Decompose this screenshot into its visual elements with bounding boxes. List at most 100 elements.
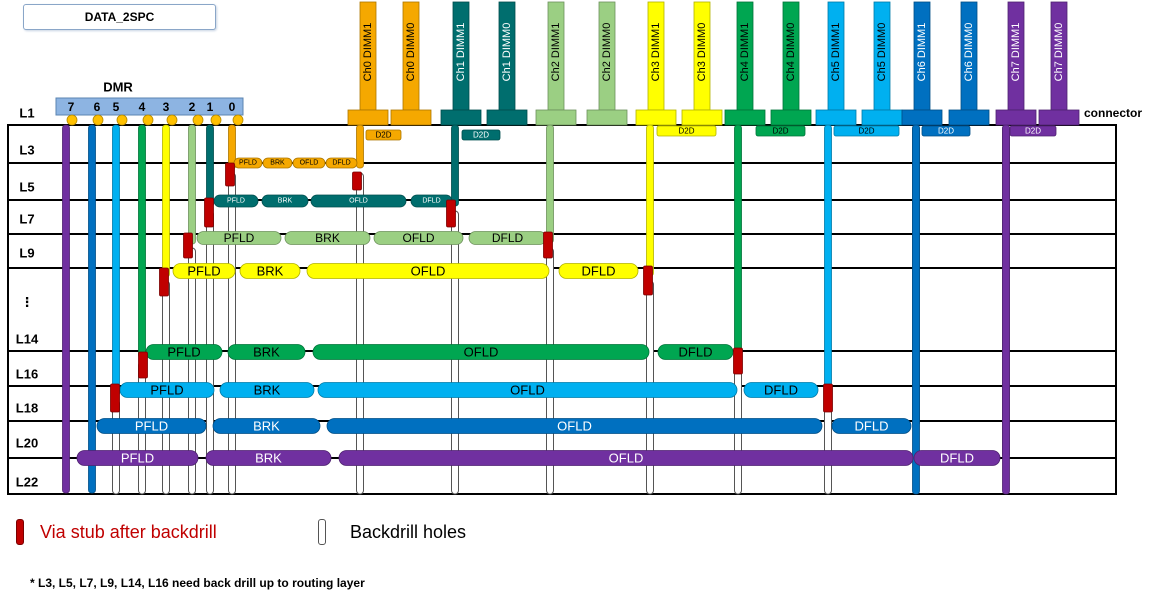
segment-label-brk: BRK: [270, 160, 285, 167]
ch4-d2d-label: D2D: [772, 127, 788, 136]
dimm-signal-via: [646, 124, 654, 277]
ch1-dimm0-footprint: [486, 109, 528, 126]
dmr-pin-number: 7: [68, 100, 75, 114]
channel-4-connector: Ch4 DIMM1 Ch4 DIMM0 D2D: [724, 1, 812, 137]
dmr-signal-via: [62, 124, 70, 494]
layer-label: L20: [16, 436, 38, 451]
segment-label-dfld: DFLD: [422, 198, 440, 205]
trace-segment-pfld: [96, 418, 207, 434]
dmr-pin-number: 6: [94, 100, 101, 114]
ch5-d2d-label: D2D: [858, 127, 874, 136]
via-stub: [110, 383, 120, 413]
dmr-pin-number: 2: [189, 100, 196, 114]
layer-label: L3: [19, 143, 34, 158]
segment-label-brk: BRK: [253, 419, 280, 434]
segment-label-ofld: OFLD: [411, 264, 446, 279]
dimm-signal-via: [356, 124, 364, 169]
trace-segment-ofld: [373, 231, 464, 245]
ch6-dimm1-label: Ch6 DIMM1: [916, 23, 928, 82]
footnote: * L3, L5, L7, L9, L14, L16 need back dri…: [30, 576, 365, 590]
trace-segment-pfld: [196, 231, 282, 245]
segment-label-brk: BRK: [255, 451, 282, 466]
trace-segment-dfld: [325, 157, 358, 169]
layer-label: L22: [16, 475, 38, 490]
segment-label-dfld: DFLD: [940, 451, 974, 466]
dmr-box: [55, 97, 244, 116]
ch1-dimm1-label: Ch1 DIMM1: [455, 23, 467, 82]
ch4-d2d-segment: [755, 125, 806, 137]
dmr-pin-ball: [166, 114, 178, 126]
dmr-pin-number: 1: [207, 100, 214, 114]
via-stub: [543, 231, 553, 259]
ch1-dimm0-label: Ch1 DIMM0: [501, 23, 513, 82]
ch4-dimm0-label: Ch4 DIMM0: [785, 23, 797, 82]
ch5-dimm0-footprint: [861, 109, 903, 126]
ch7-d2d-segment: [1009, 125, 1057, 137]
ch7-dimm1-label: Ch7 DIMM1: [1010, 23, 1022, 82]
trace-segment-pfld: [119, 382, 215, 398]
trace-segment-brk: [262, 157, 293, 169]
ch2-dimm0-label: Ch2 DIMM0: [601, 23, 613, 82]
segment-label-pfld: PFLD: [224, 231, 255, 245]
ch3-d2d-label: D2D: [678, 127, 694, 136]
ch5-d2d-segment: [833, 125, 900, 137]
connector-label: connector: [1084, 106, 1142, 120]
via-stub: [225, 162, 235, 187]
ch4-dimm1-footprint: [724, 109, 766, 126]
dmr-pin-ball: [66, 114, 78, 126]
dmr-pin-ball: [232, 114, 244, 126]
segment-label-pfld: PFLD: [135, 419, 168, 434]
ch2-dimm1-footprint: [535, 109, 577, 126]
dimm-signal-via: [451, 124, 459, 207]
ch0-dimm0-label: Ch0 DIMM0: [405, 23, 417, 82]
backdrill-legend-label: Backdrill holes: [350, 522, 467, 542]
dmr-pin-number: 4: [139, 100, 146, 114]
segment-label-brk: BRK: [315, 231, 340, 245]
trace-segment-ofld: [338, 450, 914, 466]
ch6-dimm0-label: Ch6 DIMM0: [963, 23, 975, 82]
layer-label: L16: [16, 367, 38, 382]
dmr-pin-ball: [116, 114, 128, 126]
ch3-dimm0-label: Ch3 DIMM0: [696, 23, 708, 82]
dmr-signal-via: [206, 124, 214, 208]
via-stub: [643, 265, 653, 296]
trace-segment-pfld: [213, 194, 259, 208]
trace-segment-dfld: [831, 418, 912, 434]
dmr-pin-number: 0: [229, 100, 236, 114]
board-outline: [7, 124, 1117, 495]
segment-label-dfld: DFLD: [855, 419, 889, 434]
trace-segment-brk: [219, 382, 315, 398]
ch2-dimm0-footprint: [586, 109, 628, 126]
trace-segment-pfld: [76, 450, 199, 466]
ch5-dimm1-footprint: [815, 109, 857, 126]
segment-label-brk: BRK: [257, 264, 284, 279]
via-stub: [823, 383, 833, 413]
channel-5-connector: Ch5 DIMM1 Ch5 DIMM0 D2D: [815, 1, 903, 137]
ch3-dimm1-footprint: [635, 109, 677, 126]
segment-label-pfld: PFLD: [121, 451, 154, 466]
channel-2-connector: Ch2 DIMM1 Ch2 DIMM0: [535, 1, 628, 126]
ch4-dimm0-footprint: [770, 109, 812, 126]
segment-label-pfld: PFLD: [187, 264, 220, 279]
dmr-signal-via: [188, 124, 196, 245]
via-stub: [138, 351, 148, 379]
via-stub: [446, 199, 456, 228]
trace-segment-brk: [212, 418, 321, 434]
layer-label: L9: [19, 246, 34, 261]
channel-0-connector: Ch0 DIMM1 Ch0 DIMM0 D2D: [347, 1, 432, 141]
trace-segment-brk: [261, 194, 309, 208]
dmr-backdrill-hole: [112, 399, 120, 495]
layer-label: ⋮: [21, 295, 34, 310]
dmr-backdrill-hole: [228, 172, 236, 495]
ch0-dimm1-label: Ch0 DIMM1: [362, 23, 374, 82]
via-stub-legend-swatch: [16, 519, 24, 545]
segment-label-brk: BRK: [253, 345, 280, 360]
via-stub: [159, 267, 169, 297]
trace-segment-brk: [239, 263, 301, 279]
dmr-pin-number: 3: [163, 100, 170, 114]
dmr-pin-ball: [210, 114, 222, 126]
ch2-dimm1-label: Ch2 DIMM1: [550, 23, 562, 82]
segment-label-pfld: PFLD: [239, 160, 257, 167]
ch4-dimm1-label: Ch4 DIMM1: [739, 23, 751, 82]
